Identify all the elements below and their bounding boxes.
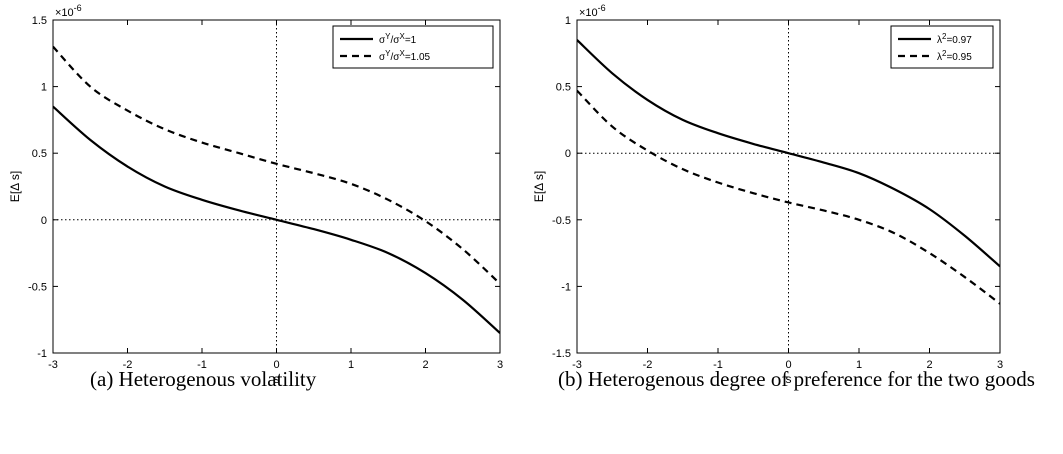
series-line-1 (577, 39, 1000, 268)
x-tick-label: 1 (348, 359, 354, 371)
legend: σY/σX=1 σY/σX=1.05 (332, 25, 494, 69)
y-tick-label: 1 (41, 82, 47, 94)
y-axis-label: E[Δ s] (8, 171, 22, 202)
plot-frame (576, 19, 1001, 354)
y-tick-label: 1 (565, 15, 571, 27)
legend-box (332, 25, 494, 69)
y-axis-label: E[Δ s] (532, 171, 546, 202)
plot-frame (52, 19, 501, 354)
x-tick-label: 3 (997, 359, 1003, 371)
axis-exponent-label: ×10-6 (55, 3, 82, 19)
x-tick-label: 2 (926, 359, 932, 371)
series-line-1 (53, 105, 500, 334)
y-tick-label: -0.5 (552, 215, 571, 227)
y-tick-label: 0 (565, 148, 571, 160)
chart-b: -3 -2 -1 0 1 2 3 -1.5 -1 -0.5 0 0.5 1 ×10-6 s E[Δ s] λ2=… (532, 3, 1003, 386)
y-tick-label: -1 (37, 348, 47, 360)
x-tick-label: -1 (713, 359, 723, 371)
y-tick-label: -1 (561, 281, 571, 293)
x-tick-label: 0 (273, 359, 279, 371)
caption-a: (a) Heterogenous volatility (90, 367, 317, 391)
legend-box (890, 25, 994, 69)
x-tick-label: 1 (856, 359, 862, 371)
legend-label-2: σY/σX=1.05 (379, 49, 431, 64)
x-tick-label: -1 (197, 359, 207, 371)
y-tick-label: 0 (41, 215, 47, 227)
axis-exponent-label: ×10-6 (579, 3, 606, 19)
series-line-2 (53, 45, 500, 285)
x-tick-label: -3 (572, 359, 582, 371)
series-line-2 (577, 89, 1000, 305)
legend-label-1: σY/σX=1 (379, 32, 417, 47)
x-tick-label: -2 (123, 359, 133, 371)
y-tick-label: 1.5 (32, 15, 47, 27)
chart-a: -3 -2 -1 0 1 2 3 -1 -0.5 0 0.5 1 1.5 ×10-6 s E[Δ s] σY/σ… (8, 3, 503, 386)
y-tick-label: 0.5 (32, 148, 47, 160)
x-tick-label: 2 (422, 359, 428, 371)
caption-b: (b) Heterogenous degree of preference fo… (558, 367, 1035, 391)
y-tick-label: -1.5 (552, 348, 571, 360)
x-axis-label: s (274, 372, 280, 386)
y-tick-label: -0.5 (28, 281, 47, 293)
x-tick-label: 0 (785, 359, 791, 371)
x-tick-label: -3 (48, 359, 58, 371)
x-tick-label: 3 (497, 359, 503, 371)
y-tick-label: 0.5 (556, 82, 571, 94)
legend-label-2: λ2=0.95 (937, 49, 972, 64)
x-tick-label: -2 (643, 359, 653, 371)
legend-label-1: λ2=0.97 (937, 32, 972, 47)
x-axis-label: s (786, 372, 792, 386)
legend: λ2=0.97 λ2=0.95 (890, 25, 994, 69)
